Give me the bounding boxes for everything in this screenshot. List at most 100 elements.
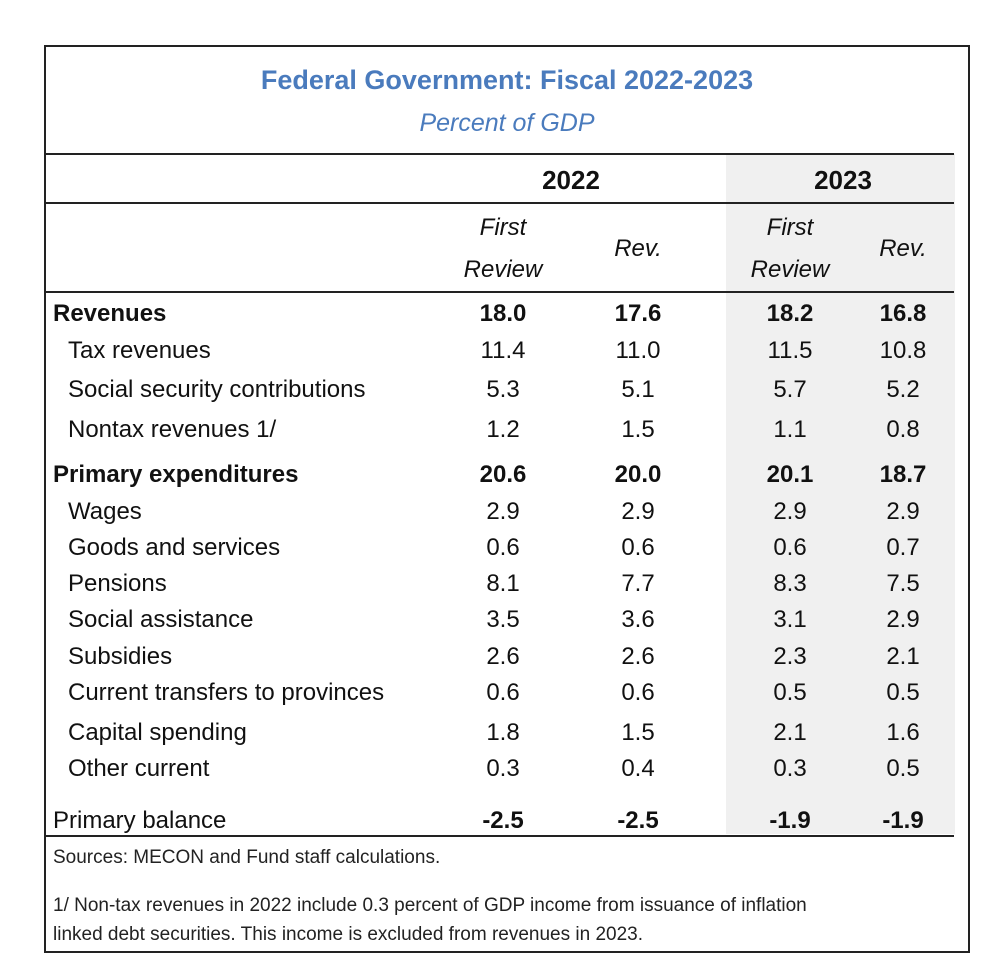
row-value: 0.6 bbox=[621, 679, 655, 706]
table-row: Pensions 8.1 7.7 8.3 7.5 bbox=[46, 565, 954, 603]
col-header-line: Review bbox=[750, 256, 830, 283]
row-value: 5.2 bbox=[886, 376, 920, 403]
row-label: Other current bbox=[68, 755, 210, 782]
table-row: Primary expenditures 20.6 20.0 20.1 18.7 bbox=[46, 456, 954, 494]
row-value: 1.5 bbox=[621, 719, 655, 746]
row-value: 0.5 bbox=[886, 755, 920, 782]
col-header-line: Review bbox=[463, 256, 543, 283]
row-value: 2.9 bbox=[486, 498, 520, 525]
row-value: 1.5 bbox=[621, 416, 655, 443]
row-value: 0.3 bbox=[773, 755, 807, 782]
sources-note: Sources: MECON and Fund staff calculatio… bbox=[53, 847, 441, 868]
row-label: Current transfers to provinces bbox=[68, 679, 385, 706]
rule-top bbox=[46, 153, 954, 155]
table-row: Primary balance -2.5 -2.5 -1.9 -1.9 bbox=[46, 802, 954, 840]
row-value: 0.8 bbox=[886, 416, 920, 443]
col-header-line: First bbox=[766, 214, 814, 241]
row-value: 2.1 bbox=[773, 719, 807, 746]
row-label: Wages bbox=[68, 498, 142, 525]
row-value: -2.5 bbox=[617, 807, 659, 834]
fiscal-table: Federal Government: Fiscal 2022-2023 Per… bbox=[44, 45, 970, 953]
row-value: 2.6 bbox=[486, 643, 520, 670]
row-value: -2.5 bbox=[482, 807, 524, 834]
row-value: 0.5 bbox=[773, 679, 807, 706]
row-label: Primary expenditures bbox=[53, 461, 299, 488]
row-value: 18.7 bbox=[879, 461, 927, 488]
footnote-line: linked debt securities. This income is e… bbox=[53, 924, 644, 945]
table-row: Tax revenues 11.4 11.0 11.5 10.8 bbox=[46, 332, 954, 370]
table-row: Nontax revenues 1/1.2 1.5 1.1 0.8 bbox=[46, 411, 954, 449]
row-value: 0.4 bbox=[621, 755, 655, 782]
col-header-line: First bbox=[479, 214, 527, 241]
row-value: 3.1 bbox=[773, 606, 807, 633]
row-value: 2.3 bbox=[773, 643, 807, 670]
col-header-2022-first-review: First Review bbox=[453, 207, 553, 291]
row-label: Social assistance bbox=[68, 606, 254, 633]
row-label: Pensions bbox=[68, 570, 167, 597]
table-row: Social assistance 3.5 3.6 3.1 2.9 bbox=[46, 601, 954, 639]
year-header-2022: 2022 bbox=[542, 165, 600, 195]
row-value: 8.1 bbox=[486, 570, 520, 597]
row-value: 20.6 bbox=[479, 461, 527, 488]
table-row: Capital spending 1.8 1.5 2.1 1.6 bbox=[46, 714, 954, 752]
table-row: Social security contributions 5.3 5.1 5.7 5.… bbox=[46, 371, 954, 409]
row-value: 2.9 bbox=[886, 606, 920, 633]
row-value: 8.3 bbox=[773, 570, 807, 597]
row-value: 0.6 bbox=[486, 534, 520, 561]
row-label: Social security contributions bbox=[68, 376, 366, 403]
row-value: 5.3 bbox=[486, 376, 520, 403]
row-value: 1.2 bbox=[486, 416, 520, 443]
row-value: 7.5 bbox=[886, 570, 920, 597]
table-title: Federal Government: Fiscal 2022-2023 bbox=[260, 65, 754, 95]
col-header-2022-rev: Rev. bbox=[588, 228, 688, 270]
row-value: 11.4 bbox=[480, 337, 526, 364]
row-value: 11.5 bbox=[767, 337, 813, 364]
row-label: Goods and services bbox=[68, 534, 281, 561]
col-header-line: Rev. bbox=[614, 235, 662, 262]
row-value: 20.1 bbox=[766, 461, 814, 488]
row-value: 2.9 bbox=[886, 498, 920, 525]
row-value: 18.0 bbox=[479, 300, 527, 327]
table-row: Subsidies 2.6 2.6 2.3 2.1 bbox=[46, 638, 954, 676]
table-row: Other current 0.3 0.4 0.3 0.5 bbox=[46, 750, 954, 788]
row-label: Nontax revenues 1/ bbox=[68, 416, 277, 443]
row-value: 10.8 bbox=[879, 337, 927, 364]
row-value: 2.6 bbox=[621, 643, 655, 670]
row-value: 11.0 bbox=[615, 337, 661, 364]
row-value: 0.6 bbox=[773, 534, 807, 561]
year-header-2023: 2023 bbox=[814, 165, 872, 195]
row-value: 1.1 bbox=[773, 416, 807, 443]
year-2023-shading bbox=[726, 154, 955, 834]
table-row: Goods and services 0.6 0.6 0.6 0.7 bbox=[46, 529, 954, 567]
row-value: 0.5 bbox=[886, 679, 920, 706]
rule-year bbox=[46, 202, 954, 204]
row-value: 2.1 bbox=[886, 643, 920, 670]
row-label: Capital spending bbox=[68, 719, 247, 746]
col-header-line: Rev. bbox=[879, 235, 927, 262]
row-value: 18.2 bbox=[766, 300, 814, 327]
row-label: Tax revenues bbox=[68, 337, 211, 364]
row-value: 2.9 bbox=[773, 498, 807, 525]
row-value: 3.5 bbox=[486, 606, 520, 633]
table-row: Wages 2.9 2.9 2.9 2.9 bbox=[46, 493, 954, 531]
rule-header bbox=[46, 291, 954, 293]
col-header-2023-rev: Rev. bbox=[853, 228, 953, 270]
row-value: 1.8 bbox=[486, 719, 520, 746]
row-value: -1.9 bbox=[769, 807, 811, 834]
col-header-2023-first-review: First Review bbox=[740, 207, 840, 291]
row-value: 5.1 bbox=[621, 376, 655, 403]
row-value: 7.7 bbox=[621, 570, 655, 597]
footnote-line: 1/ Non-tax revenues in 2022 include 0.3 … bbox=[53, 895, 807, 916]
table-row: Current transfers to provinces 0.6 0.6 0.5 0… bbox=[46, 674, 954, 712]
row-value: 0.3 bbox=[486, 755, 520, 782]
footnote: 1/ Non-tax revenues in 2022 include 0.3 … bbox=[53, 891, 933, 949]
row-value: 16.8 bbox=[879, 300, 927, 327]
row-value: 1.6 bbox=[886, 719, 920, 746]
table-subtitle: Percent of GDP bbox=[419, 109, 595, 137]
row-value: 2.9 bbox=[621, 498, 655, 525]
row-value: 0.6 bbox=[486, 679, 520, 706]
row-value: 20.0 bbox=[614, 461, 662, 488]
table-row: Revenues 18.0 17.6 18.2 16.8 bbox=[46, 295, 954, 333]
row-label: Primary balance bbox=[53, 807, 227, 834]
rule-bottom bbox=[46, 835, 954, 837]
